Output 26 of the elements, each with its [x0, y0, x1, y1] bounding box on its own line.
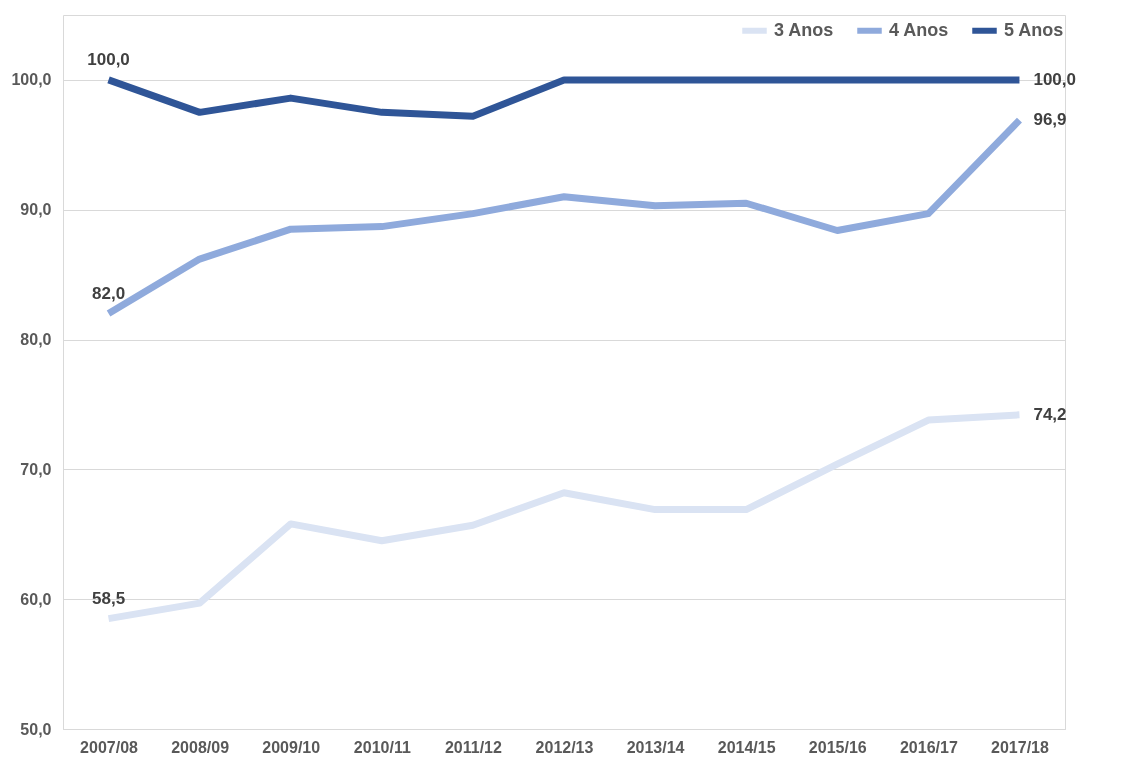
- y-tick-label: 70,0: [20, 460, 52, 478]
- y-tick-label: 90,0: [20, 201, 52, 219]
- legend-label: 3 Anos: [774, 19, 834, 40]
- y-tick-label: 80,0: [20, 331, 52, 349]
- x-tick-label: 2013/14: [626, 738, 685, 756]
- data-label: 100,0: [87, 49, 130, 69]
- x-tick-label: 2015/16: [808, 738, 867, 756]
- x-tick-label: 2011/12: [444, 738, 502, 756]
- data-label: 100,0: [1033, 69, 1076, 89]
- x-tick-label: 2008/09: [171, 738, 230, 756]
- x-tick-label: 2016/17: [899, 738, 958, 756]
- y-tick-label: 60,0: [20, 590, 52, 608]
- y-tick-label: 50,0: [20, 720, 52, 738]
- data-label: 82,0: [92, 283, 126, 303]
- x-tick-label: 2009/10: [262, 738, 321, 756]
- data-label: 74,2: [1033, 404, 1067, 424]
- x-tick-label: 2012/13: [535, 738, 594, 756]
- y-tick-label: 100,0: [11, 71, 52, 89]
- legend-label: 5 Anos: [1004, 19, 1064, 40]
- data-label: 58,5: [92, 588, 126, 608]
- x-tick-label: 2017/18: [991, 738, 1049, 756]
- legend-label: 4 Anos: [889, 19, 949, 40]
- x-tick-label: 2010/11: [353, 738, 411, 756]
- data-label: 96,9: [1033, 110, 1067, 130]
- x-tick-label: 2007/08: [80, 738, 139, 756]
- x-tick-label: 2014/15: [717, 738, 776, 756]
